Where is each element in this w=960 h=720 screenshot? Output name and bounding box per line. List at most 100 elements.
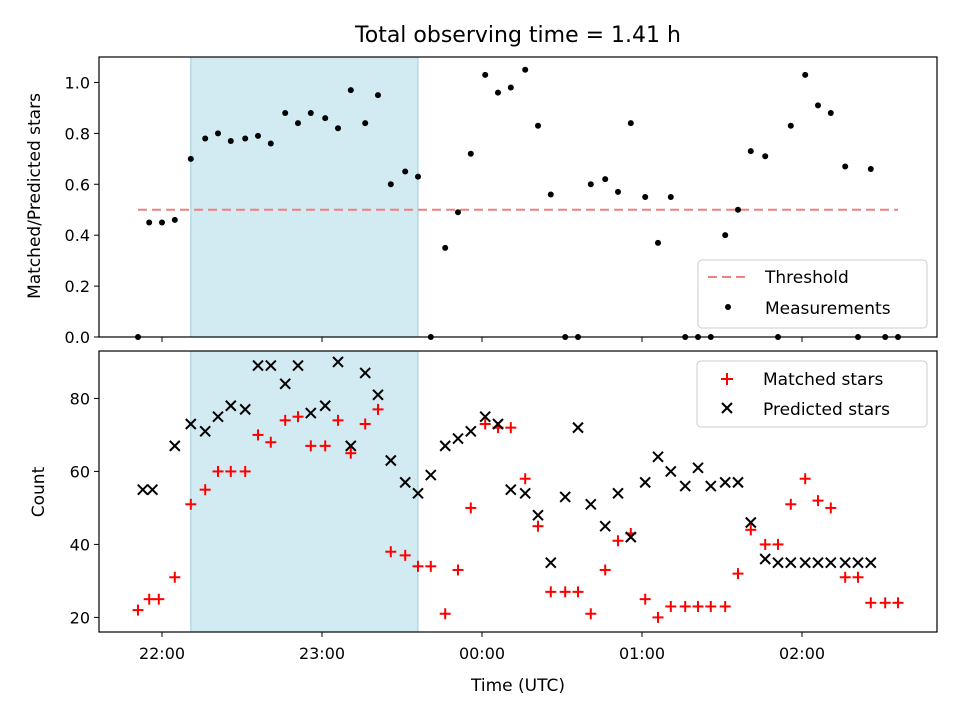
predicted-star-stroke-b bbox=[492, 418, 504, 430]
legend-matched-label: Matched stars bbox=[763, 370, 883, 390]
predicted-star-stroke-b bbox=[799, 556, 811, 569]
predicted-star-point bbox=[137, 483, 149, 496]
predicted-star-point bbox=[279, 378, 291, 390]
predicted-star-point bbox=[719, 476, 731, 489]
bottom-y-axis-label: Count bbox=[29, 466, 49, 517]
matched-star-point bbox=[665, 600, 677, 612]
top-shaded-region bbox=[190, 56, 419, 338]
measurement-point bbox=[762, 153, 769, 160]
x-tick-label: 00:00 bbox=[459, 644, 505, 663]
predicted-star-stroke-b bbox=[452, 432, 464, 445]
predicted-star-point bbox=[492, 418, 504, 430]
predicted-star-point bbox=[452, 432, 464, 445]
measurement-point bbox=[842, 163, 849, 170]
matched-star-point bbox=[639, 593, 651, 605]
predicted-star-point bbox=[639, 476, 651, 489]
measurement-point bbox=[227, 138, 234, 144]
predicted-star-point bbox=[839, 556, 851, 569]
predicted-star-stroke-b bbox=[665, 465, 677, 478]
measurement-point bbox=[655, 239, 661, 246]
predicted-star-stroke-b bbox=[545, 556, 557, 569]
matched-star-point bbox=[719, 600, 731, 612]
matched-star-point bbox=[439, 608, 451, 620]
top-y-tick-label: 0.6 bbox=[65, 175, 90, 194]
matched-star-point bbox=[892, 597, 904, 609]
matched-star-point bbox=[479, 418, 491, 430]
measurement-point bbox=[722, 232, 729, 239]
legend-matched-swatch bbox=[721, 373, 733, 385]
predicted-star-point bbox=[265, 359, 277, 372]
predicted-star-point bbox=[332, 356, 344, 368]
predicted-star-point bbox=[425, 469, 437, 481]
predicted-star-stroke-b bbox=[519, 487, 531, 500]
predicted-star-point bbox=[865, 556, 877, 569]
predicted-star-stroke-b bbox=[412, 487, 424, 500]
matched-star-point bbox=[132, 604, 144, 616]
predicted-star-stroke-b bbox=[265, 359, 277, 372]
matched-star-point bbox=[143, 593, 155, 605]
predicted-star-stroke-b bbox=[332, 356, 344, 368]
measurement-point bbox=[402, 168, 409, 175]
measurement-point bbox=[587, 181, 594, 188]
top-y-axis-label: Matched/Predicted stars bbox=[25, 93, 45, 299]
matched-star-point bbox=[612, 535, 624, 547]
predicted-star-point bbox=[185, 418, 197, 430]
top-y-tick-label: 0.0 bbox=[65, 328, 90, 347]
predicted-star-stroke-b bbox=[599, 520, 611, 532]
matched-star-point bbox=[572, 586, 584, 598]
matched-star-point bbox=[212, 465, 224, 477]
x-tick-label: 23:00 bbox=[299, 644, 345, 663]
predicted-star-point bbox=[692, 462, 704, 474]
predicted-star-stroke-b bbox=[239, 403, 251, 416]
matched-star-point bbox=[785, 498, 797, 510]
measurement-point bbox=[282, 110, 289, 116]
measurement-point bbox=[667, 194, 674, 200]
measurement-point bbox=[307, 110, 314, 116]
predicted-star-point bbox=[439, 440, 451, 452]
predicted-star-point bbox=[612, 487, 624, 500]
measurement-point bbox=[146, 219, 153, 226]
matched-star-point bbox=[252, 429, 264, 441]
predicted-star-point bbox=[785, 556, 797, 569]
matched-star-point bbox=[239, 465, 251, 477]
predicted-star-stroke-b bbox=[252, 359, 264, 372]
predicted-star-point bbox=[225, 400, 237, 412]
predicted-star-stroke-b bbox=[625, 531, 637, 543]
measurement-point bbox=[802, 71, 809, 78]
matched-star-point bbox=[225, 465, 237, 477]
predicted-star-point bbox=[169, 440, 181, 452]
predicted-star-point bbox=[372, 389, 384, 401]
measurement-point bbox=[815, 102, 821, 109]
measurement-point bbox=[387, 181, 394, 188]
predicted-star-point bbox=[679, 480, 691, 492]
measurement-point bbox=[547, 191, 554, 198]
matched-star-point bbox=[825, 502, 837, 514]
predicted-star-point bbox=[625, 531, 637, 543]
matched-star-point bbox=[292, 411, 304, 423]
matched-star-point bbox=[705, 600, 717, 612]
predicted-star-stroke-b bbox=[719, 476, 731, 489]
predicted-star-point bbox=[585, 498, 597, 510]
predicted-star-point bbox=[799, 556, 811, 569]
predicted-star-stroke-b bbox=[572, 421, 584, 434]
measurement-point bbox=[322, 115, 329, 122]
predicted-star-point bbox=[572, 421, 584, 434]
bottom-legend: Matched stars Predicted stars bbox=[696, 360, 928, 428]
measurement-point bbox=[455, 209, 461, 216]
predicted-star-stroke-b bbox=[319, 400, 331, 412]
matched-star-point bbox=[345, 447, 357, 459]
measurement-point bbox=[242, 135, 249, 142]
predicted-star-point bbox=[239, 403, 251, 416]
matched-star-point bbox=[812, 495, 824, 507]
top-plot-frame bbox=[98, 56, 938, 338]
predicted-star-point bbox=[319, 400, 331, 412]
predicted-star-point bbox=[665, 465, 677, 478]
predicted-star-stroke-b bbox=[732, 476, 744, 489]
predicted-star-stroke-b bbox=[345, 440, 357, 452]
matched-star-point bbox=[839, 571, 851, 583]
matched-star-point bbox=[465, 502, 477, 514]
legend-predicted-swatch bbox=[721, 402, 733, 414]
predicted-star-point bbox=[292, 359, 304, 372]
legend-predicted-label: Predicted stars bbox=[763, 400, 890, 420]
